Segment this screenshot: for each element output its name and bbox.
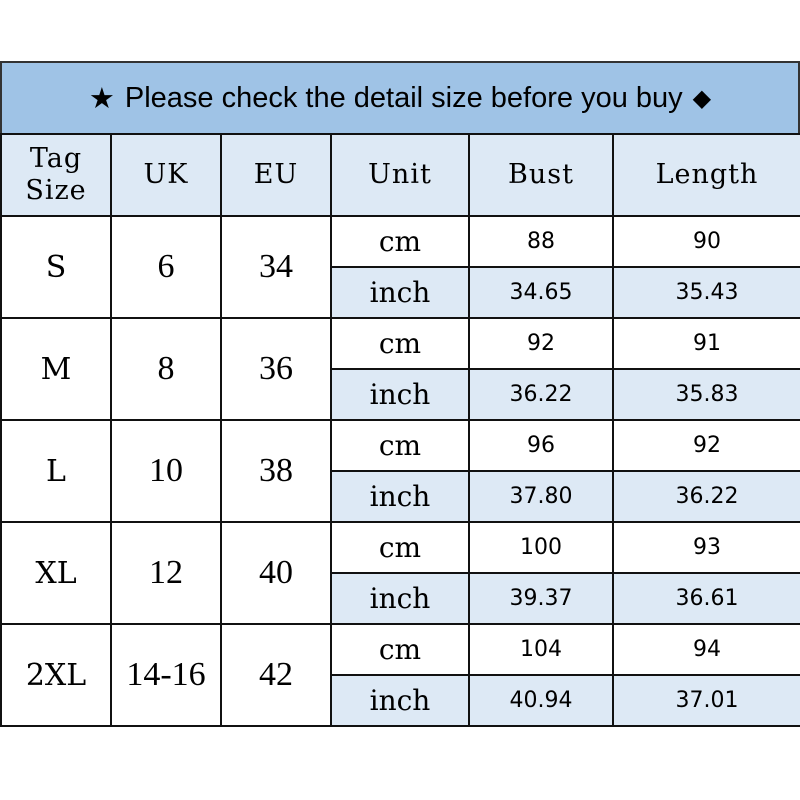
- uk-cell: 10: [110, 419, 222, 523]
- size-row-inch: inch 34.65 35.43: [1, 266, 800, 319]
- unit-cell: cm: [330, 215, 470, 268]
- unit-cell: inch: [330, 572, 470, 625]
- bust-cell: 104: [468, 623, 614, 676]
- length-cell: 91: [612, 317, 800, 370]
- size-row-inch: inch 39.37 36.61: [1, 572, 800, 625]
- eu-cell: 42: [220, 623, 332, 727]
- length-cell: 93: [612, 521, 800, 574]
- unit-cell: cm: [330, 317, 470, 370]
- star-icon: ★: [88, 82, 115, 115]
- eu-cell: 36: [220, 317, 332, 421]
- bust-cell: 37.80: [468, 470, 614, 523]
- size-row-cm: M 8 36 cm 92 91: [0, 317, 800, 421]
- size-table: Tag Size UK EU Unit Bust Length S 6 34 cm…: [0, 133, 800, 727]
- tag-size-cell: L: [0, 419, 112, 523]
- size-row-cm: L 10 38 cm 96 92: [0, 419, 800, 523]
- header-eu: EU: [220, 133, 332, 217]
- bust-cell: 88: [468, 215, 614, 268]
- unit-cell: cm: [330, 419, 470, 472]
- uk-cell: 8: [110, 317, 222, 421]
- length-cell: 35.43: [612, 266, 800, 319]
- unit-cell: inch: [330, 368, 470, 421]
- uk-cell: 6: [110, 215, 222, 319]
- header-unit: Unit: [330, 133, 470, 217]
- bust-cell: 100: [468, 521, 614, 574]
- eu-cell: 34: [220, 215, 332, 319]
- bust-cell: 40.94: [468, 674, 614, 727]
- size-row-cm: XL 12 40 cm 100 93: [0, 521, 800, 625]
- header-tag-line1: Tag: [29, 142, 83, 174]
- eu-cell: 40: [220, 521, 332, 625]
- tag-size-cell: M: [0, 317, 112, 421]
- bust-cell: 92: [468, 317, 614, 370]
- bust-cell: 34.65: [468, 266, 614, 319]
- tag-size-cell: S: [0, 215, 112, 319]
- title-text: Please check the detail size before you …: [124, 81, 683, 114]
- length-cell: 94: [612, 623, 800, 676]
- header-tag-size: Tag Size: [0, 133, 112, 217]
- length-cell: 36.22: [612, 470, 800, 523]
- bust-cell: 39.37: [468, 572, 614, 625]
- header-bust: Bust: [468, 133, 614, 217]
- length-cell: 92: [612, 419, 800, 472]
- unit-cell: inch: [330, 470, 470, 523]
- size-row-inch: inch 37.80 36.22: [1, 470, 800, 523]
- size-row-cm: 2XL 14-16 42 cm 104 94: [0, 623, 800, 727]
- diamond-icon: ◆: [692, 84, 712, 112]
- eu-cell: 38: [220, 419, 332, 523]
- length-cell: 37.01: [612, 674, 800, 727]
- header-uk: UK: [110, 133, 222, 217]
- header-row: Tag Size UK EU Unit Bust Length: [0, 133, 800, 217]
- unit-cell: inch: [330, 674, 470, 727]
- uk-cell: 12: [110, 521, 222, 625]
- unit-cell: cm: [330, 521, 470, 574]
- header-length: Length: [612, 133, 800, 217]
- length-cell: 90: [612, 215, 800, 268]
- size-row-inch: inch 40.94 37.01: [1, 674, 800, 727]
- tag-size-cell: XL: [0, 521, 112, 625]
- size-chart: ★ Please check the detail size before yo…: [0, 61, 800, 727]
- bust-cell: 36.22: [468, 368, 614, 421]
- tag-size-cell: 2XL: [0, 623, 112, 727]
- length-cell: 36.61: [612, 572, 800, 625]
- length-cell: 35.83: [612, 368, 800, 421]
- header-tag-line2: Size: [25, 175, 87, 206]
- uk-cell: 14-16: [110, 623, 222, 727]
- size-chart-title: ★ Please check the detail size before yo…: [0, 61, 800, 133]
- size-row-cm: S 6 34 cm 88 90: [0, 215, 800, 319]
- size-row-inch: inch 36.22 35.83: [1, 368, 800, 421]
- bust-cell: 96: [468, 419, 614, 472]
- unit-cell: cm: [330, 623, 470, 676]
- unit-cell: inch: [330, 266, 470, 319]
